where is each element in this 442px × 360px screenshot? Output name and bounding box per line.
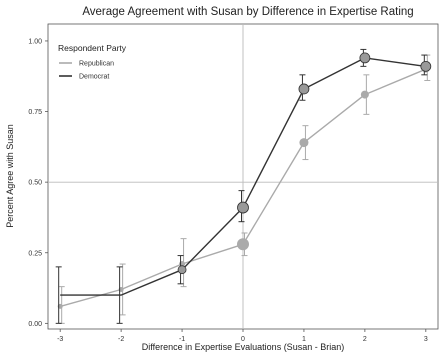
data-point-democrat [359, 52, 371, 64]
y-tick-label: 0.50 [28, 180, 42, 187]
x-tick-label: 3 [424, 336, 428, 343]
y-tick-label: 0.00 [28, 321, 42, 328]
legend-label-republican: Republican [79, 61, 114, 68]
data-point-democrat [298, 83, 310, 95]
legend: Respondent Party Republican Democrat [58, 43, 127, 81]
x-tick-label: 2 [363, 336, 367, 343]
x-tick-label: -3 [57, 336, 63, 343]
data-point-republican [360, 90, 369, 99]
x-axis-title: Difference in Expertise Evaluations (Sus… [142, 342, 344, 352]
x-tick-label: -2 [118, 336, 124, 343]
x-tick-label: 0 [241, 336, 245, 343]
x-axis: -3 -2 -1 0 1 2 3 [57, 329, 428, 343]
y-axis-title: Percent Agree with Susan [5, 124, 15, 228]
chart-title: Average Agreement with Susan by Differen… [82, 6, 413, 18]
x-tick-label: 1 [302, 336, 306, 343]
y-tick-label: 0.25 [28, 250, 42, 257]
y-tick-label: 0.75 [28, 109, 42, 116]
x-tick-label: -1 [179, 336, 185, 343]
data-point-democrat [420, 60, 432, 72]
y-tick-label: 1.00 [28, 38, 42, 45]
data-point-republican [237, 238, 249, 251]
data-point-republican [299, 138, 309, 148]
reference-lines [48, 24, 438, 329]
data-point-democrat [177, 265, 187, 275]
y-axis: 0.00 0.25 0.50 0.75 1.00 [28, 38, 48, 328]
legend-label-democrat: Democrat [79, 74, 109, 81]
series-republican [57, 54, 431, 324]
series-democrat [55, 48, 432, 324]
legend-title: Respondent Party [58, 43, 127, 53]
series-layer [55, 48, 432, 324]
data-point-democrat [237, 201, 249, 214]
